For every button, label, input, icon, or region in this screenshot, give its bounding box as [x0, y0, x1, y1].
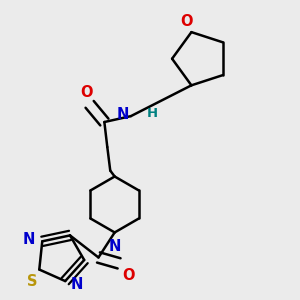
- Text: O: O: [80, 85, 93, 100]
- Text: O: O: [122, 268, 134, 283]
- Text: N: N: [109, 239, 121, 254]
- Text: H: H: [147, 107, 158, 120]
- Text: N: N: [22, 232, 35, 247]
- Text: S: S: [27, 274, 37, 289]
- Text: O: O: [181, 14, 193, 28]
- Text: N: N: [71, 277, 83, 292]
- Text: N: N: [117, 107, 129, 122]
